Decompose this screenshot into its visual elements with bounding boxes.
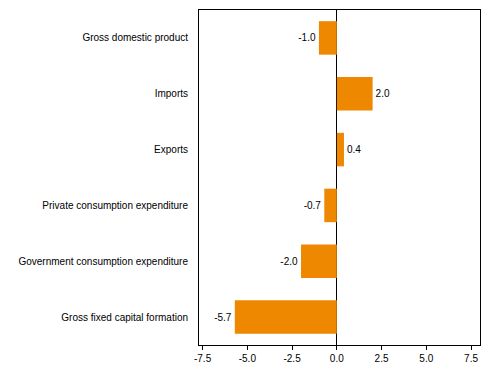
svg-text:Gross domestic product: Gross domestic product — [82, 32, 188, 43]
svg-text:-2.5: -2.5 — [283, 353, 301, 364]
svg-text:-1.0: -1.0 — [298, 32, 316, 43]
svg-text:-5.0: -5.0 — [239, 353, 257, 364]
svg-text:-5.7: -5.7 — [214, 312, 232, 323]
svg-text:-2.0: -2.0 — [280, 256, 298, 267]
svg-text:7.5: 7.5 — [464, 353, 478, 364]
svg-text:-0.7: -0.7 — [304, 200, 322, 211]
svg-text:Imports: Imports — [155, 88, 188, 99]
svg-text:-7.5: -7.5 — [194, 353, 212, 364]
svg-text:Exports: Exports — [154, 144, 188, 155]
svg-text:0.0: 0.0 — [330, 353, 344, 364]
svg-text:0.4: 0.4 — [347, 144, 361, 155]
svg-text:2.0: 2.0 — [376, 88, 390, 99]
svg-text:Gross fixed capital formation: Gross fixed capital formation — [61, 312, 188, 323]
svg-text:Government consumption expendi: Government consumption expenditure — [18, 256, 188, 267]
svg-text:5.0: 5.0 — [419, 353, 433, 364]
svg-text:2.5: 2.5 — [375, 353, 389, 364]
svg-text:Private consumption expenditur: Private consumption expenditure — [42, 200, 188, 211]
